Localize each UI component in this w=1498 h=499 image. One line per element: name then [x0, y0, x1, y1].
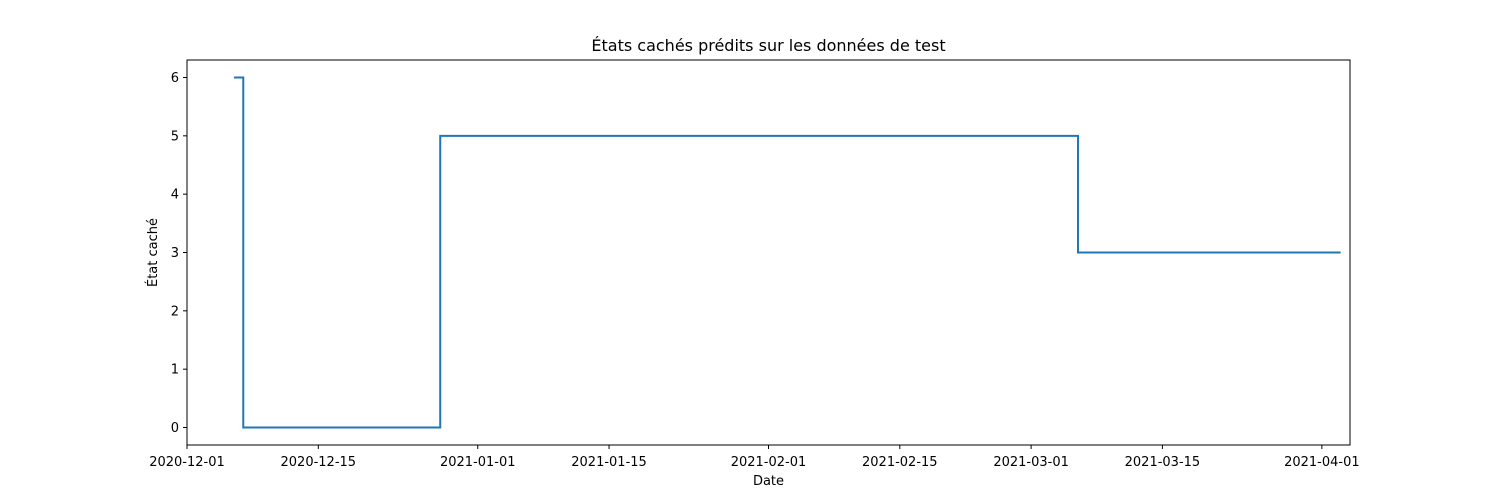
y-tick-label: 1: [171, 363, 179, 378]
x-axis-ticks: 2020-12-01 2020-12-15 2021-01-01 2021-01-15…: [149, 445, 1360, 470]
y-axis-ticks: 0 1 2 3 4 5 6: [171, 71, 187, 436]
series-step-line: [233, 76, 1341, 429]
y-tick-label: 0: [171, 421, 179, 436]
x-tick-label: 2021-02-01: [731, 455, 807, 470]
x-tick-label: 2021-03-01: [993, 455, 1069, 470]
x-tick-label: 2021-03-15: [1125, 455, 1201, 470]
y-tick-label: 6: [171, 71, 179, 86]
plot-area-frame: [186, 59, 1351, 446]
y-tick-label: 5: [171, 129, 179, 144]
y-tick-label: 4: [171, 188, 179, 203]
chart-title: États cachés prédits sur les données de …: [591, 36, 945, 55]
x-tick-label: 2021-02-15: [862, 455, 938, 470]
x-tick-label: 2020-12-15: [281, 455, 357, 470]
x-tick-label: 2021-01-01: [440, 455, 516, 470]
y-axis-label: État caché: [145, 218, 161, 287]
x-tick-label: 2021-04-01: [1284, 455, 1360, 470]
x-axis-label: Date: [753, 474, 784, 489]
x-tick-label: 2021-01-15: [571, 455, 647, 470]
x-tick-label: 2020-12-01: [149, 455, 225, 470]
y-tick-label: 3: [171, 246, 179, 261]
y-tick-label: 2: [171, 304, 179, 319]
